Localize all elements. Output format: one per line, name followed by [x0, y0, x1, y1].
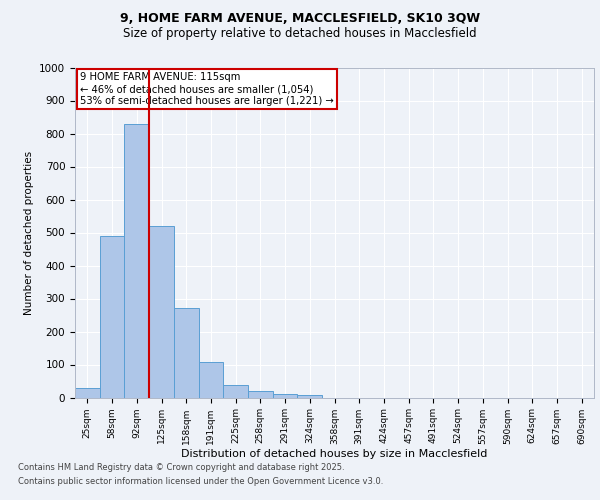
- X-axis label: Distribution of detached houses by size in Macclesfield: Distribution of detached houses by size …: [181, 449, 488, 459]
- Text: 9, HOME FARM AVENUE, MACCLESFIELD, SK10 3QW: 9, HOME FARM AVENUE, MACCLESFIELD, SK10 …: [120, 12, 480, 26]
- Bar: [298, 395, 322, 398]
- Bar: [248, 391, 273, 398]
- Text: Contains public sector information licensed under the Open Government Licence v3: Contains public sector information licen…: [18, 478, 383, 486]
- Bar: [174, 308, 199, 398]
- Text: Size of property relative to detached houses in Macclesfield: Size of property relative to detached ho…: [123, 28, 477, 40]
- Text: Contains HM Land Registry data © Crown copyright and database right 2025.: Contains HM Land Registry data © Crown c…: [18, 462, 344, 471]
- Bar: [75, 388, 100, 398]
- Bar: [199, 362, 223, 398]
- Bar: [124, 124, 149, 398]
- Bar: [100, 236, 124, 398]
- Y-axis label: Number of detached properties: Number of detached properties: [23, 150, 34, 314]
- Bar: [149, 226, 174, 398]
- Bar: [273, 394, 298, 398]
- Bar: [223, 386, 248, 398]
- Text: 9 HOME FARM AVENUE: 115sqm
← 46% of detached houses are smaller (1,054)
53% of s: 9 HOME FARM AVENUE: 115sqm ← 46% of deta…: [80, 72, 334, 106]
